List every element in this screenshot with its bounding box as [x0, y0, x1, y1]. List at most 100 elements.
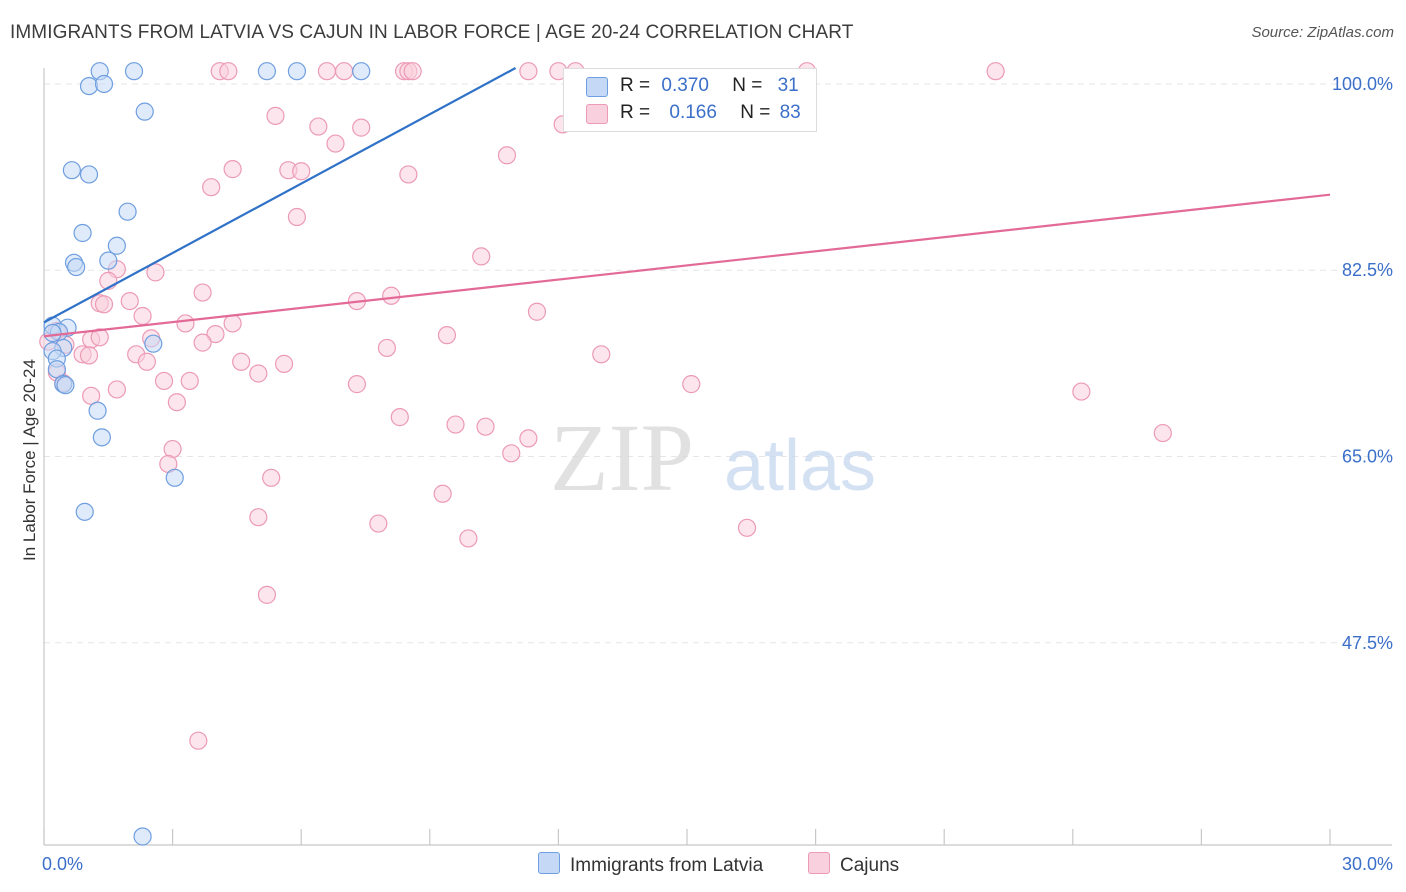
cajun-point — [154, 371, 174, 391]
x-tick-label: 30.0% — [1342, 854, 1393, 874]
cajun-point — [382, 286, 401, 305]
latvia-point — [94, 74, 114, 94]
source-label: Source: ZipAtlas.com — [1251, 24, 1394, 41]
cajun-point — [232, 352, 251, 371]
legend-r-label: R = — [620, 75, 651, 96]
cajun-point — [527, 302, 547, 321]
latvia-point — [79, 76, 99, 96]
legend-n-label: N = — [732, 75, 763, 96]
cajun-point — [202, 178, 221, 197]
cajun-points — [39, 62, 1172, 750]
cajun-point — [257, 585, 277, 604]
latvia-point — [135, 102, 154, 121]
latvia-point — [118, 202, 137, 221]
cajun-point — [94, 295, 114, 314]
cajun-r-value: 0.166 — [669, 102, 717, 123]
bottom-legend-latvia: Immigrants from Latvia — [538, 852, 763, 877]
latvia-points — [43, 62, 371, 846]
cajun-point — [309, 117, 328, 136]
latvia-point — [144, 334, 163, 353]
cajun-point — [986, 62, 1005, 81]
cajun-point — [176, 314, 195, 333]
cajun-point — [249, 364, 268, 383]
grid-lines — [44, 83, 1392, 644]
latvia-point — [92, 428, 111, 447]
latvia-point — [67, 257, 86, 277]
latvia-point — [73, 223, 92, 243]
cajun-point — [437, 326, 457, 345]
cajun-point — [79, 346, 99, 365]
cajun-point — [189, 731, 208, 750]
cajun-point — [369, 514, 388, 533]
cajun-point — [352, 118, 371, 137]
bottom-legend-cajun: Cajuns — [808, 852, 899, 877]
legend-n-label: N = — [740, 102, 771, 123]
latvia-point — [124, 62, 144, 81]
cajun-point — [249, 508, 268, 527]
cajun-point — [223, 160, 242, 179]
cajun-point — [682, 375, 701, 394]
chart-title: IMMIGRANTS FROM LATVIA VS CAJUN IN LABOR… — [10, 22, 854, 43]
cajun-point — [206, 324, 225, 344]
cajun-point — [347, 375, 367, 394]
y-tick-label: 100.0% — [1332, 74, 1393, 94]
latvia-point — [62, 161, 81, 180]
latvia-point — [99, 251, 118, 270]
latvia-trend-line — [43, 67, 517, 324]
cajun-point — [292, 162, 311, 181]
cajun-point — [403, 62, 422, 81]
cajun-n-value: 83 — [779, 102, 801, 123]
cajun-point — [476, 417, 495, 436]
cajun-point — [377, 338, 397, 358]
cajun-point — [1153, 423, 1172, 443]
cajun-point — [737, 518, 757, 537]
cajun-point — [219, 62, 238, 81]
cajun-point — [90, 328, 109, 347]
latvia-point — [352, 62, 371, 81]
latvia-point — [75, 502, 94, 521]
cajun-point — [274, 354, 294, 373]
cajun-point — [519, 62, 538, 81]
latvia-r-value: 0.370 — [661, 75, 709, 96]
cajun-point — [223, 314, 242, 333]
cajun-point — [519, 429, 538, 448]
cajun-point — [472, 247, 491, 266]
latvia-n-value: 31 — [777, 75, 799, 96]
cajun-point — [193, 333, 212, 352]
tick-labels: 47.5% 65.0% 82.5% 100.0% 0.0% 30.0% — [42, 74, 1393, 874]
cajun-point — [262, 468, 281, 487]
cajun-point — [146, 263, 165, 282]
legend-r-label: R = — [620, 102, 651, 123]
latvia-point — [165, 468, 184, 487]
cajun-point — [334, 62, 354, 81]
latvia-point — [287, 62, 307, 81]
cajun-point — [326, 134, 345, 153]
cajun-swatch — [586, 104, 608, 124]
latvia-point — [257, 62, 277, 81]
x-tick-label: 0.0% — [42, 854, 83, 874]
cajun-point — [390, 408, 409, 427]
cajun-point — [497, 146, 517, 165]
cajun-point — [399, 165, 418, 184]
cajun-point — [592, 345, 611, 364]
cajun-trend-line — [43, 193, 1331, 338]
latvia-legend-swatch — [538, 852, 560, 874]
cajun-legend-swatch — [808, 852, 830, 874]
cajun-point — [502, 444, 521, 463]
correlation-legend: R = 0.370 N = 31 R = 0.166 N = 83 — [563, 68, 817, 132]
axes — [43, 68, 1392, 846]
latvia-point — [88, 401, 107, 420]
cajun-point — [433, 484, 452, 503]
latvia-legend-label: Immigrants from Latvia — [570, 855, 764, 876]
latvia-point — [79, 165, 99, 184]
y-tick-label: 65.0% — [1342, 447, 1393, 467]
y-tick-label: 47.5% — [1342, 633, 1393, 653]
cajun-point — [107, 380, 126, 399]
cajun-point — [266, 106, 285, 125]
cajun-point — [133, 306, 152, 326]
cajun-point — [317, 62, 337, 81]
latvia-point — [133, 827, 152, 846]
watermark-atlas: atlas — [724, 426, 876, 506]
cajun-legend-label: Cajuns — [840, 855, 900, 876]
